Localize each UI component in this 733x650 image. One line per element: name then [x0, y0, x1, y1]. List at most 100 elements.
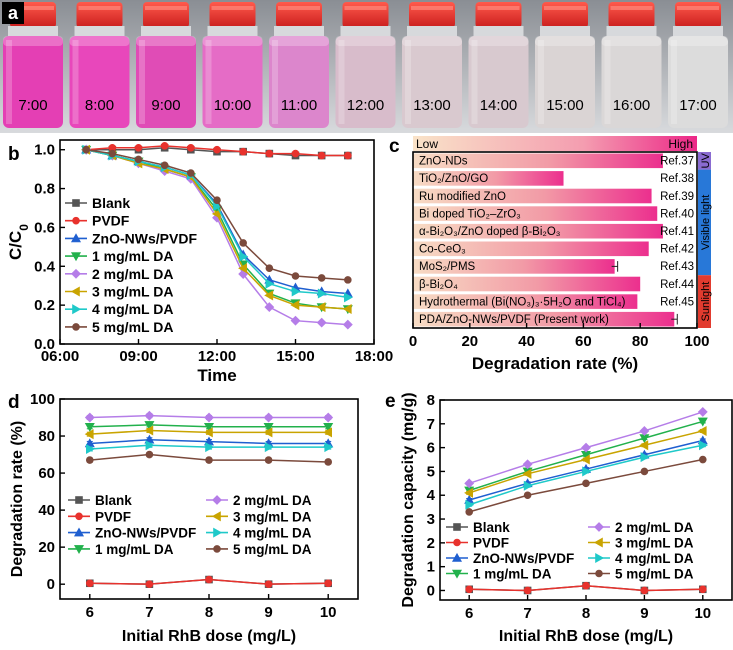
legend-label: 4 mg/mL DA	[92, 301, 173, 317]
bar-category-label: TiO₂/ZnO/GO	[419, 173, 488, 185]
bottle-cap-highlight	[145, 6, 187, 10]
bottle-5: 11:00	[269, 2, 329, 128]
bottle-liquid	[335, 36, 396, 128]
panel-a-label-box	[2, 2, 24, 24]
x-tick-label: 7	[523, 605, 531, 622]
data-point	[291, 272, 300, 280]
data-point	[204, 412, 214, 423]
data-point	[203, 427, 213, 438]
bar-ref-label: Ref.38	[660, 173, 694, 185]
legend-label: ZnO-NWs/PVDF	[95, 526, 196, 541]
bottle-cap	[475, 2, 522, 28]
x-axis-label: Time	[197, 366, 236, 385]
legend-label: 2 mg/mL DA	[233, 493, 312, 508]
data-point	[317, 274, 326, 282]
series-pvdf	[82, 142, 352, 160]
bottle-liquid	[601, 36, 662, 128]
legend-marker	[72, 304, 82, 315]
legend-marker	[73, 527, 85, 537]
y-tick-label: 0	[427, 582, 435, 599]
bar-ref-label: Ref.39	[660, 191, 694, 203]
legend-item-pvdf: PVDF	[446, 536, 509, 551]
bottle-glare	[671, 40, 677, 124]
y-axis-label: C/C0	[6, 224, 31, 260]
y-tick-label: 60	[38, 465, 55, 482]
legend-label: 4 mg/mL DA	[233, 526, 312, 541]
y-axis-label-subscript: 0	[17, 224, 31, 231]
data-point	[160, 142, 169, 150]
y-tick-label: 8	[427, 392, 435, 409]
bar-rect	[413, 294, 638, 309]
legend-marker	[593, 537, 603, 548]
bottle-shoulder	[69, 36, 130, 46]
legend-label: 3 mg/mL DA	[615, 536, 694, 551]
data-point	[264, 302, 275, 313]
bottle-glare	[72, 40, 79, 124]
bar-ref-label: Ref.40	[660, 208, 694, 220]
data-point	[582, 466, 592, 477]
legend-item-3-mg-ml-da: 3 mg/mL DA	[65, 284, 173, 300]
x-tick-label: 9	[640, 605, 648, 622]
data-point	[264, 442, 274, 453]
bottle-neck	[141, 26, 191, 38]
data-point	[203, 422, 215, 432]
bar-category-label: β-Bi₂O₄	[419, 279, 458, 291]
legend-marker	[213, 527, 223, 538]
legend-marker	[453, 538, 461, 547]
bottle-neck	[8, 26, 58, 38]
legend-label: 3 mg/mL DA	[233, 509, 312, 524]
bottle-row: 7:00 8:00 9:00 10:00 11:00 12:00 13:00 14:00 15:…	[3, 2, 728, 128]
data-point	[82, 145, 90, 154]
legend-marker	[72, 323, 80, 331]
bottle-liquid	[468, 36, 529, 128]
panel-e-chart: e 0 1 2 3 4 5 6 7 8 6 7 8 9 10 Initial RhB dose (mg/L) D…	[385, 391, 733, 645]
data-point	[582, 581, 590, 590]
bar-category-label: Co-CeO₃	[419, 244, 466, 256]
x-tick-label: 10	[694, 605, 711, 622]
legend-item-blank: Blank	[68, 493, 132, 508]
series-2-mg-ml-da	[84, 410, 334, 423]
y-tick-label: 0.4	[34, 258, 56, 275]
x-tick-label: 09:00	[119, 348, 157, 365]
bottle-neck	[274, 26, 324, 38]
bottle-neck	[340, 26, 391, 38]
bar-rect	[413, 311, 675, 327]
data-point	[265, 264, 274, 273]
data-point	[323, 422, 334, 432]
x-tick-label: 40	[518, 333, 535, 350]
data-point	[238, 263, 247, 274]
bar-category-label: Bi doped TiO₂–ZrO₃	[419, 208, 521, 220]
legend-label: 2 mg/mL DA	[92, 266, 173, 282]
legend-item-4-mg-ml-da: 4 mg/mL DA	[588, 551, 694, 566]
data-point	[465, 508, 474, 516]
series-1-mg-ml-da	[84, 421, 334, 432]
data-point	[290, 315, 301, 326]
y-axis-label: Degradation capacity (mg/g)	[400, 392, 417, 607]
bottle-time-label: 12:00	[347, 97, 385, 114]
bottle-neck	[673, 26, 723, 38]
data-point	[108, 149, 117, 158]
x-tick-label: 6	[86, 604, 94, 621]
bar-category-label: MoS₂/PMS	[419, 261, 476, 273]
bar-1: ZnO-NDs Ref.37	[413, 153, 694, 169]
y-tick-label: 1.0	[34, 142, 55, 159]
legend-item-2-mg-ml-da: 2 mg/mL DA	[588, 520, 694, 535]
legend-item-2-mg-ml-da: 2 mg/mL DA	[206, 493, 312, 508]
legend-item-4-mg-ml-da: 4 mg/mL DA	[65, 301, 173, 317]
data-point	[698, 440, 708, 451]
data-point	[317, 151, 326, 160]
bottle-9: 15:00	[535, 2, 595, 128]
bar-category-label: Hydrothermal (Bi(NO₃)₃·5H₂O and TiCl₄)	[419, 296, 626, 308]
bottle-glare	[471, 40, 478, 124]
legend-label: PVDF	[473, 536, 509, 551]
bottle-glare	[538, 40, 544, 124]
data-point	[86, 456, 94, 464]
bottle-cap-highlight	[78, 6, 121, 10]
legend-item-3-mg-ml-da: 3 mg/mL DA	[588, 536, 694, 551]
bottle-neck	[207, 26, 258, 38]
panel-c-chart: c Low High UV Visible light Sunlight ZnO-NDs Re…	[389, 136, 712, 373]
data-point	[264, 456, 273, 464]
legend-marker	[453, 523, 461, 531]
